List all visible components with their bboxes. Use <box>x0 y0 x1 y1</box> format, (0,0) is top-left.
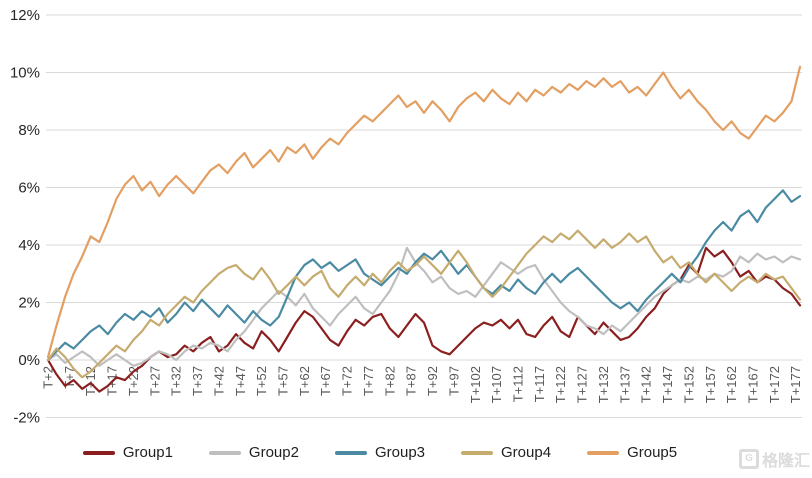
x-tick-label: T+157 <box>703 366 718 403</box>
legend-label-group3: Group3 <box>374 444 426 461</box>
legend-item-group3: Group3 <box>334 444 426 461</box>
legend-item-group2: Group2 <box>208 444 299 461</box>
legend-label-group5: Group5 <box>627 444 678 461</box>
x-tick-label: T+177 <box>788 366 803 403</box>
legend-label-group2: Group2 <box>248 444 299 461</box>
chart-page: -2% 0% 2% 4% 6% 8% 10% 12% T+2 T+7 T+12 T+17 T+22 T+2… <box>10 7 810 470</box>
legend-item-group4: Group4 <box>461 444 551 461</box>
x-tick-label: T+7 <box>62 366 77 389</box>
legend-item-group1: Group1 <box>82 444 173 461</box>
x-tick-label: T+97 <box>446 366 461 396</box>
x-tick-label: T+147 <box>660 366 675 403</box>
x-tick-label: T+127 <box>575 366 590 403</box>
legend-swatch-group2 <box>208 450 241 455</box>
x-tick-label: T+87 <box>404 366 419 396</box>
legend-label-group1: Group1 <box>122 444 173 461</box>
x-tick-label: T+32 <box>169 366 184 396</box>
legend-swatch-group3 <box>334 450 367 455</box>
legend-swatch-group4 <box>461 450 494 455</box>
x-tick-label: T+57 <box>276 366 291 396</box>
x-tick-label: T+2 <box>41 366 56 389</box>
x-tick-label: T+27 <box>147 366 162 396</box>
x-tick-label: T+52 <box>254 366 269 396</box>
x-tick-label: T+67 <box>318 366 333 396</box>
x-tick-label: T+22 <box>126 366 141 396</box>
y-tick-label: 2% <box>18 295 40 312</box>
y-tick-label: 0% <box>18 352 40 369</box>
x-tick-label: T+132 <box>596 366 611 403</box>
series-line-group5 <box>46 65 802 359</box>
x-tick-label: T+107 <box>489 366 504 403</box>
x-tick-label: T+62 <box>297 366 312 396</box>
x-tick-label: T+137 <box>617 366 632 403</box>
x-tick-label: T+162 <box>724 366 739 403</box>
legend-label-group4: Group4 <box>501 444 552 461</box>
x-tick-label: T+82 <box>382 366 397 396</box>
x-tick-label: T+142 <box>639 366 654 403</box>
y-tick-label: 6% <box>18 180 40 197</box>
x-tick-label: T+122 <box>553 366 568 403</box>
y-tick-label: -2% <box>13 410 40 427</box>
x-tick-label: T+37 <box>190 366 205 396</box>
x-tick-label: T+167 <box>746 366 761 403</box>
x-tick-label: T+172 <box>767 366 782 403</box>
x-tick-label: T+152 <box>681 366 696 403</box>
watermark-text: 格隆汇 <box>761 453 810 470</box>
x-tick-label: T+92 <box>425 366 440 396</box>
line-chart: -2%0%2%4%6%8%10%12%T+2 T+7 T+12 T+17 T+22 T+2… <box>10 7 803 427</box>
legend-swatch-group1 <box>82 450 115 455</box>
legend-swatch-group5 <box>587 450 620 455</box>
x-tick-label: T+72 <box>340 366 355 396</box>
x-tick-label: T+42 <box>211 366 226 396</box>
series-line-group2 <box>46 246 802 367</box>
series-line-group4 <box>46 229 802 379</box>
y-tick-label: 8% <box>18 122 40 139</box>
x-tick-label: T+102 <box>468 366 483 403</box>
x-tick-label: T+112 <box>511 366 526 402</box>
gelonghui-logo-icon: G <box>738 449 759 469</box>
x-tick-label: T+117 <box>532 366 547 402</box>
series-line-group3 <box>46 189 802 362</box>
y-tick-label: 10% <box>10 65 40 82</box>
y-tick-label: 12% <box>10 7 40 24</box>
x-tick-label: T+47 <box>233 366 248 396</box>
chart-legend: Group1 Group2 Group3 Group4 Group5 <box>0 444 760 461</box>
x-tick-label: T+77 <box>361 366 376 396</box>
y-tick-label: 4% <box>18 237 40 254</box>
legend-item-group5: Group5 <box>587 444 677 461</box>
watermark: G 格隆汇 <box>738 447 810 471</box>
